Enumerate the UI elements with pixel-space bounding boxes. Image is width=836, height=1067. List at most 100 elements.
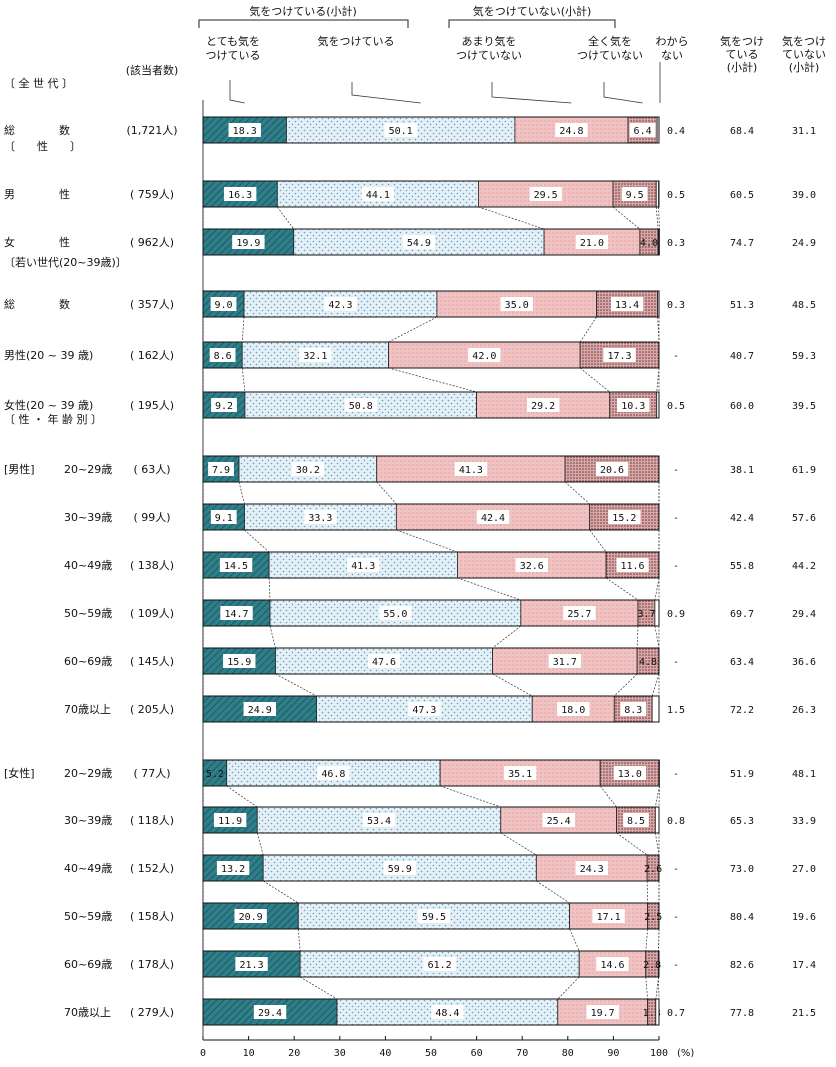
value-label-notatall: 11.6 <box>621 561 645 572</box>
subtotal-taking-care: 38.1 <box>730 465 754 476</box>
value-label-some: 47.6 <box>372 657 396 668</box>
value-label-very: 21.3 <box>240 960 264 971</box>
connector-line <box>297 928 301 952</box>
value-label-very: 9.2 <box>215 401 233 412</box>
x-tick-label: 30 <box>334 1048 346 1059</box>
x-tick-label: 70 <box>516 1048 528 1059</box>
value-label-box <box>468 348 501 362</box>
subtotal-taking-care: 51.9 <box>730 769 754 780</box>
connector-line <box>277 206 295 230</box>
value-label-some: 42.3 <box>328 300 352 311</box>
bar-row: 女性(20 ~ 39 歳) ( 195人) 9.2 50.8 29.2 10.3 0.5 60… <box>4 391 816 419</box>
svg-text:ない: ない <box>661 49 683 62</box>
connector-line <box>263 880 299 904</box>
value-label-very: 20.9 <box>239 912 263 923</box>
row-label: 40~49歳 <box>64 862 112 875</box>
subtotal-not-taking-care: 57.6 <box>792 513 816 524</box>
value-label-notatall: 1.8 <box>643 1008 661 1019</box>
value-label-dk: - <box>673 912 679 923</box>
subtotal-taking-care: 69.7 <box>730 609 754 620</box>
subtotal-not-taking-care: 29.4 <box>792 609 816 620</box>
value-label-box <box>596 957 629 971</box>
x-tick-label: 100 <box>650 1048 668 1059</box>
svg-text:気をつけ: 気をつけ <box>782 34 826 48</box>
value-label-box <box>220 606 253 620</box>
bar-segment-notmuch <box>535 854 648 882</box>
subtotal-header-1: 気をつけている(小計) <box>720 34 764 74</box>
row-count: ( 205人) <box>130 703 174 716</box>
value-label-notatall: 13.4 <box>615 300 639 311</box>
svg-text:ている: ている <box>726 48 759 61</box>
value-label-box <box>362 813 396 827</box>
value-label-some: 59.9 <box>388 864 412 875</box>
row-label: 70歳以上 <box>64 703 111 716</box>
value-label-box <box>454 462 488 476</box>
connector-line <box>655 206 659 230</box>
value-label-box <box>586 1005 619 1019</box>
value-label-box <box>232 235 265 249</box>
value-label-dk: - <box>673 465 679 476</box>
value-label-notatall: 6.4 <box>634 126 652 137</box>
value-label-box <box>431 1005 464 1019</box>
row-label: 70歳以上 <box>64 1006 111 1019</box>
connector-line <box>612 206 641 230</box>
subtotal-taking-care: 73.0 <box>730 864 754 875</box>
value-label-box <box>548 654 582 668</box>
connector-line <box>388 316 438 343</box>
value-label-notmuch: 29.2 <box>531 401 555 412</box>
row-group-label: [女性] <box>4 766 35 780</box>
row-count: ( 195人) <box>130 399 174 412</box>
row-count: ( 178人) <box>130 958 174 971</box>
value-label-dk: - <box>673 769 679 780</box>
value-label-dk: 0.5 <box>667 401 685 412</box>
value-label-box <box>500 297 533 311</box>
x-tick-label: 40 <box>379 1048 391 1059</box>
value-label-box <box>613 766 647 780</box>
value-label-box <box>621 187 648 201</box>
section-label: 〔 全 世 代 〕 <box>4 76 73 90</box>
connector-line <box>396 529 458 553</box>
value-label-very: 13.2 <box>221 864 245 875</box>
value-label-notmuch: 35.1 <box>508 769 532 780</box>
bar-row: 40~49歳 ( 152人) 13.2 59.9 24.3 2.6- 73.0 27.0 <box>64 854 816 882</box>
connector-line <box>492 625 522 649</box>
chart-rows: 〔 全 世 代 〕総 数 (1,721人) 18.3 50.1 24.8 6.4 0.4 68… <box>4 76 816 1026</box>
value-label-notatall: 9.5 <box>626 190 644 201</box>
x-tick-label: 90 <box>607 1048 619 1059</box>
svg-text:ていない: ていない <box>782 48 826 61</box>
value-label-very: 8.6 <box>214 351 232 362</box>
subtotal-taking-care: 74.7 <box>730 238 754 249</box>
value-label-box <box>623 813 649 827</box>
value-label-box <box>555 123 588 137</box>
row-group-label: [男性] <box>4 462 35 476</box>
legend-leader-notmuch <box>491 82 572 104</box>
row-label: 男 性 <box>4 187 70 201</box>
value-label-dk: 1.5 <box>667 705 685 716</box>
value-label-box <box>213 813 247 827</box>
row-count: ( 962人) <box>130 236 174 249</box>
value-label-some: 47.3 <box>412 705 436 716</box>
row-label: 総 数 <box>4 123 70 137</box>
bar-row: [男性] 20~29歳 ( 63人) 7.9 30.2 41.3 20.6 - 38.1 61.9 <box>4 455 816 483</box>
value-label-box <box>209 348 236 362</box>
subtotal-not-taking-care: 27.0 <box>792 864 816 875</box>
row-label: 20~29歳 <box>64 767 112 780</box>
svg-text:(小計): (小計) <box>789 60 820 74</box>
row-label: 60~69歳 <box>64 655 112 668</box>
subtotal-not-taking-care: 39.5 <box>792 401 816 412</box>
x-tick-label: 50 <box>425 1048 437 1059</box>
value-label-some: 46.8 <box>321 769 345 780</box>
value-label-box <box>603 348 636 362</box>
connector-line <box>536 880 570 904</box>
row-count: ( 77人) <box>133 767 170 780</box>
value-label-box <box>234 909 267 923</box>
value-label-notmuch: 42.0 <box>472 351 496 362</box>
value-label-box <box>526 398 560 412</box>
value-label-notmuch: 41.3 <box>459 465 483 476</box>
value-label-dk: 0.3 <box>667 300 685 311</box>
value-label-notatall: 17.3 <box>608 351 632 362</box>
bar-row: 50~59歳 ( 109人) 14.7 55.0 25.7 3.7 0.9 69.7 29.4 <box>64 599 816 627</box>
value-label-notmuch: 25.7 <box>567 609 591 620</box>
svg-text:わから: わから <box>656 35 689 48</box>
value-label-notmuch: 17.1 <box>597 912 621 923</box>
